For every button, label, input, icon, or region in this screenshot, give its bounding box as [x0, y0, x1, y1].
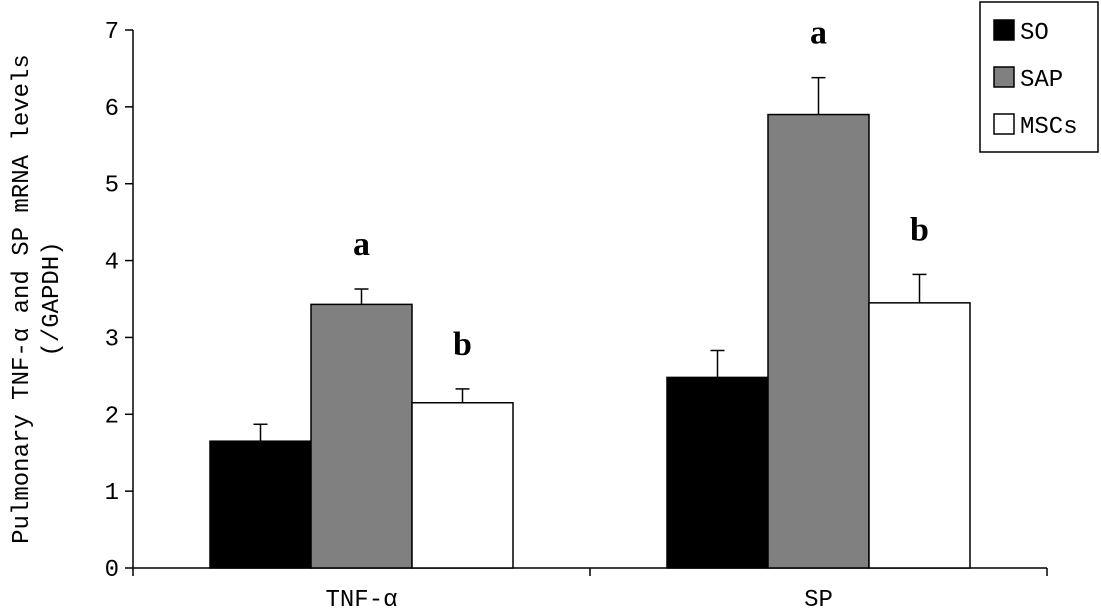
legend-swatch-so — [993, 19, 1015, 41]
significance-letter: a — [353, 226, 370, 263]
legend-label: SAP — [1020, 67, 1063, 94]
bar-sap — [767, 113, 870, 569]
y-axis-label: Pulmonary TNF-α and SP mRNA levels (/GAPD… — [9, 54, 66, 544]
legend-swatch-mscs — [993, 113, 1015, 135]
y-tick-label: 4 — [105, 250, 119, 277]
y-tick-label: 0 — [105, 557, 119, 584]
bar-mscs — [868, 302, 971, 569]
x-category-label: SP — [804, 587, 833, 614]
significance-letter: a — [810, 15, 827, 52]
y-tick-label: 3 — [105, 326, 119, 353]
error-bars — [253, 76, 927, 442]
significance-annotations: a b a b — [353, 15, 929, 363]
legend-label: SO — [1020, 20, 1049, 47]
bars — [209, 113, 971, 569]
legend: SO SAP MSCs — [979, 1, 1099, 153]
x-category-label: TNF-α — [325, 587, 397, 614]
y-tick-label: 2 — [105, 403, 119, 430]
bar-so — [666, 376, 769, 569]
y-tick-label: 7 — [105, 19, 119, 46]
bar-mscs — [411, 402, 514, 569]
significance-letter: b — [453, 326, 472, 363]
significance-letter: b — [910, 211, 929, 248]
bar-sap — [310, 303, 413, 569]
y-axis-label-line: (/GAPDH) — [39, 241, 66, 356]
y-tick-label: 1 — [105, 480, 119, 507]
legend-swatch-sap — [993, 66, 1015, 88]
y-axis-label-line: Pulmonary TNF-α and SP mRNA levels — [9, 54, 36, 544]
legend-label: MSCs — [1020, 114, 1078, 141]
bar-so — [209, 440, 312, 569]
y-tick-label: 5 — [105, 173, 119, 200]
y-tick-label: 6 — [105, 96, 119, 123]
